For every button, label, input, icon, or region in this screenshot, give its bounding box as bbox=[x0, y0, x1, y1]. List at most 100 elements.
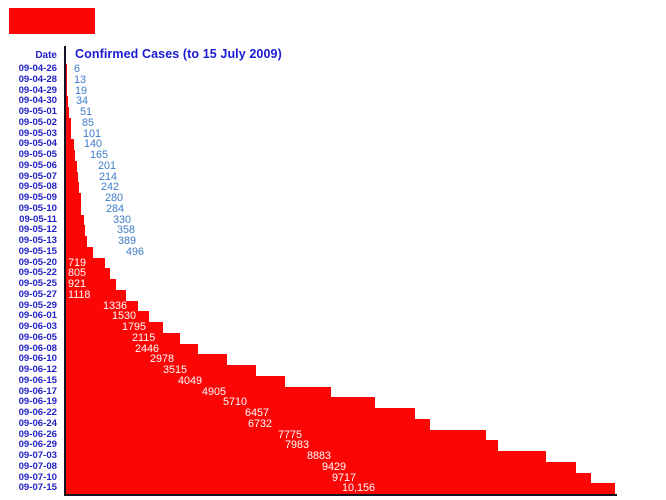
value-label: 9429 bbox=[322, 460, 347, 473]
date-label: 09-05-12 bbox=[18, 224, 57, 236]
bar bbox=[66, 117, 71, 129]
value-label: 85 bbox=[82, 116, 95, 129]
bar bbox=[66, 397, 375, 409]
value-label: 8883 bbox=[307, 450, 332, 462]
date-label: 09-06-15 bbox=[18, 374, 57, 386]
value-label: 805 bbox=[68, 267, 87, 280]
date-label: 09-05-09 bbox=[18, 192, 57, 203]
date-label: 09-06-24 bbox=[18, 417, 57, 429]
bar bbox=[66, 322, 164, 333]
date-label: 09-04-29 bbox=[18, 84, 57, 96]
bar bbox=[66, 128, 72, 140]
y-axis-line bbox=[64, 46, 67, 496]
value-label: 358 bbox=[117, 224, 136, 237]
value-label: 719 bbox=[68, 256, 87, 269]
date-label: 09-05-27 bbox=[18, 288, 57, 300]
bar bbox=[66, 74, 67, 86]
value-label: 19 bbox=[75, 84, 88, 97]
bar bbox=[66, 236, 88, 247]
date-label: 09-07-15 bbox=[18, 482, 57, 494]
value-label: 2115 bbox=[132, 331, 156, 344]
date-label: 09-05-15 bbox=[18, 245, 57, 257]
bar bbox=[66, 365, 256, 376]
date-label: 09-06-05 bbox=[18, 331, 57, 343]
value-label: 9717 bbox=[332, 471, 357, 484]
bar bbox=[66, 289, 127, 301]
bar bbox=[66, 440, 498, 452]
date-label: 09-06-29 bbox=[18, 439, 57, 451]
bar bbox=[66, 311, 149, 323]
bar bbox=[66, 451, 547, 462]
date-label: 09-07-10 bbox=[18, 471, 57, 483]
date-label: 09-05-04 bbox=[18, 138, 57, 150]
value-label: 242 bbox=[101, 181, 120, 194]
bar bbox=[66, 483, 615, 495]
value-label: 34 bbox=[76, 95, 89, 108]
date-label: 09-05-05 bbox=[18, 149, 57, 160]
value-label: 165 bbox=[90, 149, 109, 161]
value-label: 6457 bbox=[245, 407, 270, 419]
bar bbox=[66, 354, 227, 366]
date-label: 09-05-13 bbox=[18, 235, 57, 246]
bar bbox=[66, 386, 332, 398]
date-label: 09-05-22 bbox=[18, 267, 57, 279]
date-label: 09-06-10 bbox=[18, 353, 57, 365]
bar bbox=[66, 300, 139, 312]
value-label: 2446 bbox=[135, 342, 160, 355]
value-label: 5710 bbox=[223, 396, 248, 409]
bar bbox=[66, 268, 110, 280]
date-label: 09-06-26 bbox=[18, 428, 57, 440]
bar bbox=[66, 332, 181, 344]
bar bbox=[66, 343, 199, 355]
date-label: 09-05-08 bbox=[18, 181, 57, 193]
legend-swatch bbox=[9, 8, 95, 34]
date-label: 09-05-11 bbox=[19, 213, 57, 225]
x-axis-line bbox=[64, 494, 617, 497]
value-label: 921 bbox=[68, 278, 87, 290]
bar bbox=[66, 107, 69, 118]
date-label: 09-05-01 bbox=[18, 106, 57, 117]
bar bbox=[66, 375, 285, 387]
date-label: 09-05-29 bbox=[18, 299, 57, 311]
date-label: 09-04-26 bbox=[18, 63, 57, 74]
value-label: 140 bbox=[84, 138, 103, 151]
bar bbox=[66, 214, 84, 226]
value-label: 201 bbox=[98, 159, 117, 172]
date-label: 09-06-12 bbox=[18, 364, 57, 375]
bar bbox=[66, 139, 74, 151]
value-label: 51 bbox=[80, 106, 93, 118]
bar bbox=[66, 279, 116, 290]
bar bbox=[66, 96, 68, 108]
bar bbox=[66, 193, 82, 204]
value-label: 496 bbox=[126, 245, 145, 258]
bar bbox=[66, 418, 430, 430]
bar bbox=[66, 257, 105, 269]
value-label: 6 bbox=[74, 63, 81, 75]
date-label: 09-05-02 bbox=[18, 116, 57, 128]
date-label: 09-05-03 bbox=[18, 127, 57, 139]
value-label: 2978 bbox=[150, 353, 175, 366]
date-label: 09-06-22 bbox=[18, 407, 57, 418]
value-label: 389 bbox=[118, 235, 137, 247]
bar bbox=[66, 171, 78, 183]
bar bbox=[66, 461, 576, 473]
bar bbox=[66, 85, 68, 97]
value-label: 7983 bbox=[285, 439, 310, 452]
bar bbox=[66, 246, 93, 258]
value-label: 330 bbox=[113, 213, 132, 226]
value-label: 101 bbox=[83, 127, 102, 140]
value-label: 1336 bbox=[103, 299, 128, 312]
date-label: 09-05-10 bbox=[18, 202, 57, 214]
value-label: 280 bbox=[105, 192, 124, 204]
date-label: 09-04-30 bbox=[18, 95, 57, 107]
value-label: 1795 bbox=[122, 321, 147, 333]
value-label: 214 bbox=[99, 170, 118, 183]
value-label: 4905 bbox=[202, 385, 227, 398]
value-label: 284 bbox=[106, 202, 125, 215]
date-label: 09-05-25 bbox=[18, 278, 57, 289]
bar bbox=[66, 429, 487, 441]
bar bbox=[66, 225, 86, 237]
value-label: 3515 bbox=[163, 364, 188, 376]
chart-title: Confirmed Cases (to 15 July 2009) bbox=[75, 47, 282, 61]
